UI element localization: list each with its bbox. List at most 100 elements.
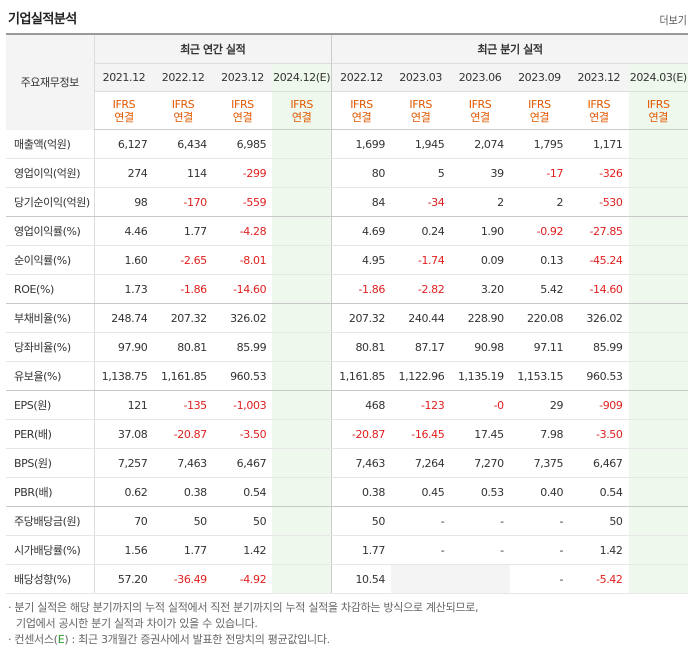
table-cell: 98: [93, 187, 154, 217]
period-header: 2024.12(E): [272, 63, 332, 92]
footnotes: · 분기 실적은 해당 분기까지의 누적 실적에서 직전 분기까지의 누적 실적…: [8, 600, 479, 648]
row-label: 부채비율(%): [6, 303, 94, 333]
table-cell: -530: [569, 187, 629, 217]
table-cell: 37.08: [93, 419, 154, 449]
table-cell: 84: [331, 187, 391, 217]
table-cell: 7,463: [331, 448, 391, 478]
table-cell: 90.98: [450, 332, 510, 362]
table-cell: -1.86: [331, 274, 391, 304]
table-row: 부채비율(%) 248.74 207.32 326.02 207.32 240.44 228…: [6, 303, 688, 333]
ifrs-label: IFRS 연결: [331, 91, 391, 130]
table-cell: 248.74: [93, 303, 154, 333]
table-cell: 80.81: [331, 332, 391, 362]
table-cell: 1.77: [153, 535, 213, 565]
table-cell: [272, 564, 332, 594]
table-cell: -16.45: [390, 419, 451, 449]
table-cell: -135: [153, 390, 213, 420]
row-label: 당기순이익(억원): [6, 187, 94, 217]
table-row: 배당성향(%) 57.20 -36.49 -4.92 10.54 - -5.42: [6, 564, 688, 594]
ifrs-standard: IFRS: [468, 97, 492, 111]
footnote-1b: 기업에서 공시한 분기 실적과 차이가 있을 수 있습니다.: [8, 616, 478, 632]
table-cell: 7.98: [509, 419, 570, 449]
table-cell: 0.38: [153, 477, 213, 507]
table-cell: 6,434: [153, 129, 213, 159]
table-cell: 240.44: [390, 303, 451, 333]
table-cell: 1,795: [509, 129, 570, 159]
table-cell: 4.46: [93, 216, 154, 246]
table-cell: 1,161.85: [153, 361, 213, 391]
row-label: 매출액(억원): [6, 129, 94, 159]
footnote-2-prefix: 컨센서스(: [14, 633, 58, 646]
table-cell: -909: [569, 390, 629, 420]
table-cell: 97.90: [93, 332, 154, 362]
table-cell: 1,135.19: [450, 361, 510, 391]
table-cell: 4.95: [331, 245, 391, 275]
consensus-e-marker: E: [57, 633, 65, 646]
table-cell: 1,153.15: [509, 361, 570, 391]
table-cell: -0.92: [509, 216, 570, 246]
table-cell: 6,127: [93, 129, 154, 159]
table-cell: 7,463: [153, 448, 213, 478]
table-cell: 0.38: [331, 477, 391, 507]
table-cell: 6,985: [212, 129, 273, 159]
table-cell: 1.77: [331, 535, 391, 565]
table-cell: 274: [93, 158, 154, 188]
table-cell: 50: [569, 506, 629, 536]
table-cell: 1,122.96: [390, 361, 451, 391]
ifrs-consolidated: 연결: [232, 110, 253, 124]
table-cell: -: [509, 564, 570, 594]
period-header: 2024.03(E): [628, 63, 688, 92]
table-cell: -20.87: [153, 419, 213, 449]
table-cell: -170: [153, 187, 213, 217]
more-link[interactable]: 더보기: [658, 12, 688, 28]
table-cell: 0.62: [93, 477, 154, 507]
table-cell: -17: [509, 158, 570, 188]
table-cell: -: [450, 506, 510, 536]
financial-table: 주요재무정보 최근 연간 실적 최근 분기 실적 2021.12 2022.12 2…: [6, 33, 688, 594]
ifrs-standard: IFRS: [350, 97, 373, 111]
ifrs-label: IFRS 연결: [93, 91, 154, 130]
table-cell: [272, 361, 332, 391]
table-cell: [272, 535, 332, 565]
table-cell: 207.32: [331, 303, 391, 333]
table-cell: 0.45: [390, 477, 451, 507]
table-cell: 1.42: [569, 535, 629, 565]
table-cell: 5: [390, 158, 451, 188]
row-label: BPS(원): [6, 448, 94, 478]
table-row: 유보율(%) 1,138.75 1,161.85 960.53 1,161.85 1,12…: [6, 361, 688, 391]
table-cell: [628, 245, 688, 275]
ifrs-consolidated: 연결: [114, 110, 134, 124]
table-cell: [628, 535, 688, 565]
table-cell: 1,945: [390, 129, 451, 159]
table-cell: [628, 361, 688, 391]
annual-group-header: 최근 연간 실적: [93, 33, 332, 64]
table-cell: -4.92: [212, 564, 273, 594]
table-cell: [272, 390, 332, 420]
table-cell: [272, 332, 332, 362]
table-cell: -: [450, 535, 510, 565]
ifrs-label: IFRS 연결: [628, 91, 688, 130]
footnote-1b-text: 기업에서 공시한 분기 실적과 차이가 있을 수 있습니다.: [16, 617, 258, 630]
table-cell: 57.20: [93, 564, 154, 594]
table-row: PER(배) 37.08 -20.87 -3.50 -20.87 -16.45 17.45 7…: [6, 419, 688, 449]
table-row: 당기순이익(억원) 98 -170 -559 84 -34 2 2 -530: [6, 187, 688, 217]
table-cell: 6,467: [569, 448, 629, 478]
ifrs-standard: IFRS: [290, 97, 313, 111]
table-cell: 1.73: [93, 274, 154, 304]
table-cell: -123: [390, 390, 451, 420]
table-cell: 4.69: [331, 216, 391, 246]
table-cell: 2: [509, 187, 570, 217]
table-cell: 0.54: [212, 477, 273, 507]
table-row: 순이익률(%) 1.60 -2.65 -8.01 4.95 -1.74 0.09 0.13 -4…: [6, 245, 688, 275]
table-cell: 50: [153, 506, 213, 536]
ifrs-standard: IFRS: [231, 97, 254, 111]
table-cell: 207.32: [153, 303, 213, 333]
quarter-group-header: 최근 분기 실적: [331, 33, 688, 64]
ifrs-consolidated: 연결: [410, 110, 431, 124]
table-cell: 1,171: [569, 129, 629, 159]
table-cell: 7,257: [93, 448, 154, 478]
table-cell: 50: [212, 506, 273, 536]
table-cell: 0.40: [509, 477, 570, 507]
section-title: 기업실적분석: [8, 12, 77, 27]
